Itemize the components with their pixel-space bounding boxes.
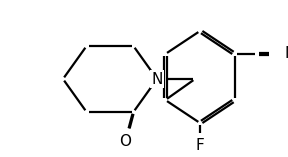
Text: N: N xyxy=(151,71,163,87)
Text: N: N xyxy=(285,46,288,62)
Text: O: O xyxy=(120,134,132,149)
Text: F: F xyxy=(196,138,204,152)
